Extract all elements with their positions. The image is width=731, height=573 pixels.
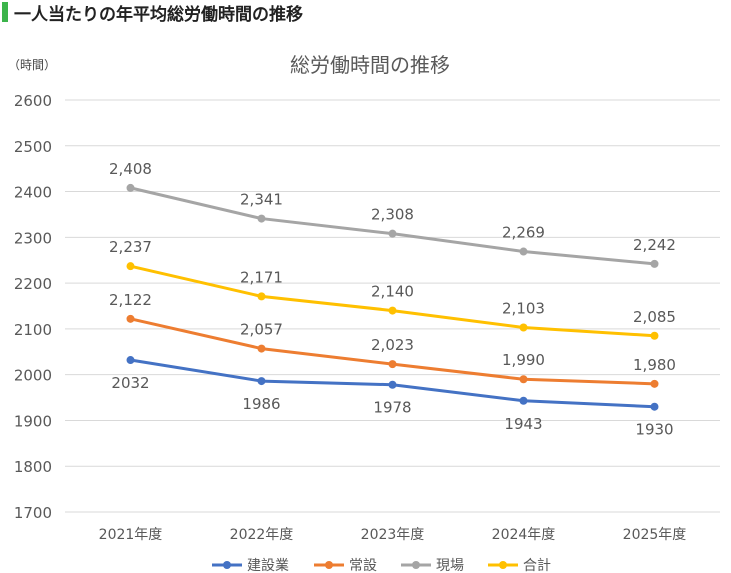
data-label: 2,341	[240, 191, 283, 209]
data-label: 1,990	[502, 351, 545, 369]
data-label: 2,023	[371, 336, 414, 354]
data-label: 2,171	[240, 268, 283, 286]
data-point	[257, 344, 266, 353]
y-tick-label: 1700	[14, 504, 52, 522]
data-point	[650, 331, 659, 340]
y-tick-label: 2500	[14, 138, 52, 156]
data-label: 1943	[504, 415, 542, 433]
chart-title: 総労働時間の推移	[290, 53, 450, 77]
data-label: 2,057	[240, 321, 283, 339]
data-point	[519, 396, 528, 405]
x-tick-label: 2025年度	[623, 527, 687, 543]
legend-marker	[325, 561, 333, 569]
data-label: 2,308	[371, 206, 414, 224]
data-label: 2,103	[502, 300, 545, 318]
legend-entry: 常設	[349, 558, 377, 573]
data-point	[650, 402, 659, 411]
data-point	[126, 356, 135, 365]
data-point	[388, 380, 397, 389]
data-label: 2,085	[633, 308, 676, 326]
y-tick-label: 2600	[14, 92, 52, 110]
x-tick-label: 2024年度	[492, 527, 556, 543]
y-tick-label: 2000	[14, 367, 52, 385]
data-label: 2,269	[502, 224, 545, 242]
data-label: 2,408	[109, 160, 152, 178]
data-label: 1978	[373, 399, 411, 417]
series-line	[130, 264, 655, 338]
legend-marker	[412, 561, 420, 569]
data-point	[519, 375, 528, 384]
y-tick-label: 1900	[14, 412, 52, 430]
data-label: 2,237	[109, 238, 152, 256]
data-point	[388, 306, 397, 315]
data-point	[257, 377, 266, 386]
data-label: 2,242	[633, 236, 676, 254]
y-tick-label: 2300	[14, 229, 52, 247]
x-tick-label: 2021年度	[99, 527, 163, 543]
legend-entry: 現場	[436, 558, 464, 573]
data-point	[388, 229, 397, 238]
data-label: 2,140	[371, 283, 414, 301]
data-point	[126, 314, 135, 323]
data-point	[519, 247, 528, 256]
legend-marker	[499, 561, 507, 569]
y-tick-label: 2400	[14, 184, 52, 202]
page-header: 一人当たりの年平均総労働時間の推移	[0, 0, 303, 25]
legend-entry: 合計	[523, 558, 551, 573]
data-point	[650, 259, 659, 268]
data-label: 2032	[111, 374, 149, 392]
page-title: 一人当たりの年平均総労働時間の推移	[14, 4, 303, 25]
legend-marker	[223, 561, 231, 569]
series-line	[130, 186, 655, 266]
legend-entry: 建設業	[247, 558, 289, 573]
data-point	[257, 292, 266, 301]
data-point	[257, 214, 266, 223]
data-point	[126, 262, 135, 271]
data-point	[126, 183, 135, 192]
data-point	[650, 379, 659, 388]
y-tick-label: 1800	[14, 458, 52, 476]
y-tick-label: 2200	[14, 275, 52, 293]
data-point	[388, 360, 397, 369]
header-accent-bar	[2, 2, 8, 22]
x-tick-label: 2022年度	[230, 527, 294, 543]
data-label: 1930	[635, 421, 673, 439]
x-tick-label: 2023年度	[361, 527, 425, 543]
data-label: 1,980	[633, 356, 676, 374]
y-tick-label: 2100	[14, 321, 52, 339]
data-label: 1986	[242, 395, 280, 413]
y-axis-unit-label: （時間）	[8, 58, 57, 72]
data-point	[519, 323, 528, 332]
data-label: 2,122	[109, 291, 152, 309]
